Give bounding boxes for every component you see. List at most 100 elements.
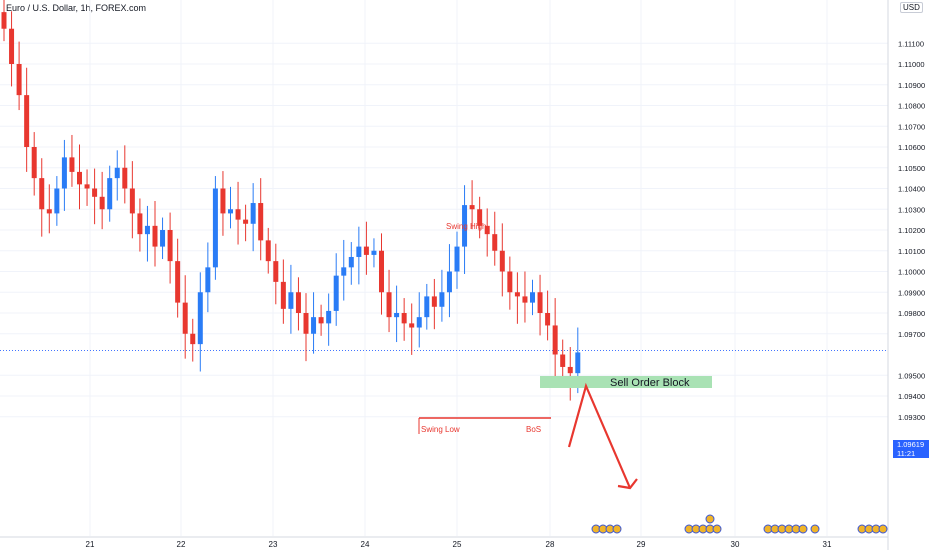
chart-title: Euro / U.S. Dollar, 1h, FOREX.com: [6, 3, 147, 13]
y-tick-label: 1.10300: [898, 205, 925, 214]
y-tick-label: 1.09500: [898, 371, 925, 380]
swing-high-label: Swing High: [446, 222, 486, 231]
candle-body: [243, 219, 249, 224]
candle-body: [575, 352, 581, 374]
x-tick-label: 30: [731, 540, 740, 549]
x-tick-label: 28: [546, 540, 555, 549]
projection-arrowhead: [617, 478, 638, 490]
event-icon: [712, 524, 722, 534]
x-tick-label: 29: [637, 540, 646, 549]
candle-body: [175, 261, 181, 303]
candle-body: [288, 292, 294, 309]
candle-body: [356, 246, 362, 257]
candle-body: [1, 12, 7, 29]
projection-arrow: [567, 382, 632, 489]
candle-body: [16, 64, 22, 96]
candle-body: [92, 188, 98, 197]
candle-body: [507, 271, 513, 293]
candle-body: [220, 188, 226, 214]
bos-label: BoS: [526, 425, 541, 434]
candle-body: [552, 325, 558, 355]
x-tick-label: 25: [453, 540, 462, 549]
candle-body: [54, 188, 60, 214]
swing-low-label: Swing Low: [421, 425, 460, 434]
currency-label[interactable]: USD: [900, 2, 923, 13]
candle-body: [446, 271, 452, 293]
candle-body: [167, 230, 173, 262]
event-icon: [878, 524, 888, 534]
candle-body: [522, 296, 528, 303]
candle-body: [250, 203, 256, 224]
event-icon: [705, 514, 715, 524]
candle-body: [333, 275, 339, 311]
candle-body: [311, 317, 317, 334]
candle-body: [152, 225, 158, 247]
candle-body: [107, 178, 113, 210]
y-tick-label: 1.11000: [898, 60, 925, 69]
y-tick-label: 1.10100: [898, 247, 925, 256]
y-tick-label: 1.11100: [898, 39, 924, 48]
y-tick-label: 1.09900: [898, 288, 925, 297]
candle-body: [439, 292, 445, 307]
event-icon: [798, 524, 808, 534]
candle-body: [84, 184, 90, 189]
candle-body: [371, 250, 377, 255]
candle-body: [431, 296, 437, 307]
candle-body: [235, 209, 241, 220]
candle-body: [348, 256, 354, 268]
candle-body: [205, 267, 211, 293]
candle-body: [77, 171, 82, 185]
x-tick-label: 31: [823, 540, 832, 549]
candle-body: [363, 246, 369, 255]
candle-body: [499, 250, 505, 272]
candle-body: [326, 310, 332, 324]
order-block-zone: [540, 376, 712, 388]
order-block-label: Sell Order Block: [610, 377, 690, 389]
candle-body: [545, 313, 551, 326]
candle-body: [477, 209, 483, 226]
candle-body: [114, 167, 120, 179]
candle-body: [537, 292, 543, 313]
candle-body: [212, 188, 218, 268]
candle-body: [341, 267, 347, 276]
y-tick-label: 1.10000: [898, 268, 925, 277]
y-tick-label: 1.10700: [898, 122, 925, 131]
countdown-timer: 11:21: [897, 448, 916, 458]
candles: [1, 0, 581, 401]
event-markers: [591, 514, 888, 534]
x-tick-label: 24: [361, 540, 370, 549]
candle-body: [258, 203, 264, 241]
candle-body: [514, 292, 520, 297]
candle-body: [228, 209, 233, 214]
candle-body: [31, 147, 37, 179]
candle-body: [295, 292, 301, 313]
x-tick-label: 22: [177, 540, 186, 549]
last-price-label: 1.09619 11:21: [893, 440, 929, 458]
candle-body: [469, 205, 475, 210]
candle-body: [424, 296, 430, 318]
y-tick-label: 1.10600: [898, 143, 925, 152]
y-tick-label: 1.10400: [898, 185, 925, 194]
candle-body: [122, 167, 128, 189]
last-price-value: 1.09619: [897, 440, 925, 449]
grid: [0, 0, 888, 536]
annotations: Swing High Swing Low BoS Sell Order Bloc…: [418, 222, 712, 490]
y-tick-label: 1.10500: [898, 164, 925, 173]
event-icon: [810, 524, 820, 534]
y-tick-label: 1.09300: [898, 413, 925, 422]
candle-body: [190, 333, 196, 345]
candle-body: [560, 354, 566, 367]
candle-body: [24, 95, 30, 147]
candle-body: [454, 246, 460, 272]
y-tick-label: 1.10200: [898, 226, 925, 235]
y-tick-label: 1.09800: [898, 309, 925, 318]
y-tick-label: 1.09400: [898, 392, 925, 401]
candle-body: [567, 366, 573, 374]
candle-body: [160, 230, 166, 247]
candle-body: [318, 317, 324, 324]
candle-body: [273, 261, 279, 282]
y-tick-label: 1.10900: [898, 81, 925, 90]
candle-body: [530, 292, 535, 303]
